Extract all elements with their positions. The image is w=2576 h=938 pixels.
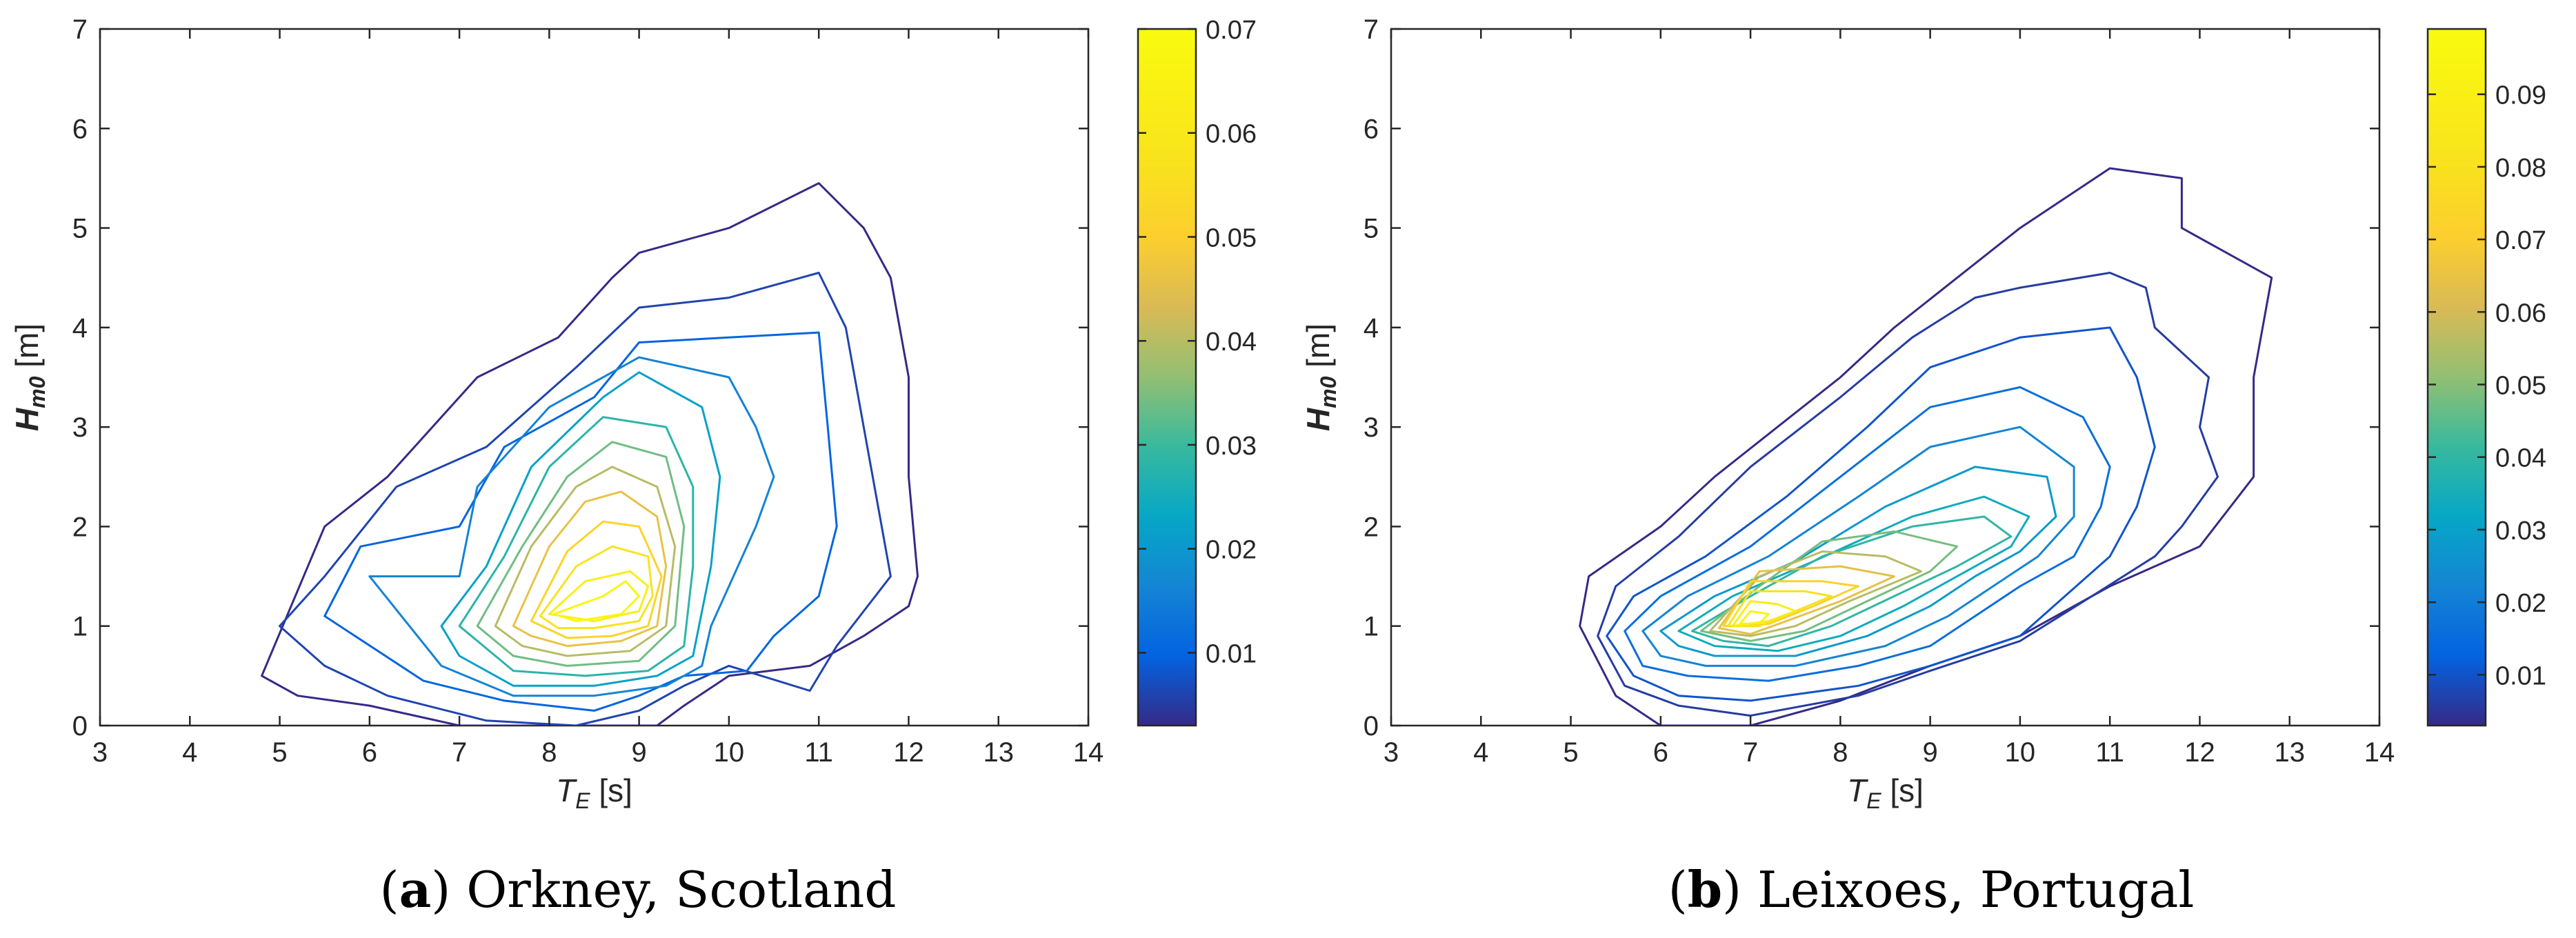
x-tick-label: 9 [632,737,647,768]
colorbar-tick-label: 0.02 [2495,589,2546,618]
y-tick-label: 4 [1364,313,1379,343]
colorbar-tick-label: 0.03 [2495,517,2546,546]
panel-caption: (a) Orkney, Scotland [379,860,896,919]
y-tick-label: 7 [1364,14,1379,45]
colorbar-tick-label: 0.07 [1206,16,1257,45]
x-tick-label: 3 [1384,737,1399,768]
colorbar-tick-label: 0.08 [2495,154,2546,183]
contour-line [1624,386,2111,682]
x-tick-label: 12 [893,737,924,768]
contour-line [539,545,654,630]
y-tick-label: 3 [1364,412,1379,443]
contour-line [476,441,686,667]
y-tick-label: 5 [72,214,88,244]
x-tick-label: 11 [2095,737,2124,768]
y-tick-label: 7 [72,14,88,45]
x-tick-label: 8 [1833,737,1848,768]
contour-line [552,580,641,622]
colorbar-tick-label: 0.04 [2495,444,2546,473]
contour-line [548,570,650,622]
contour-lines [1579,167,2273,726]
y-tick-label: 3 [72,412,88,443]
colorbar-tick-label: 0.05 [2495,372,2546,401]
x-axis-label: TE [s] [1847,772,1924,813]
contour-line [1579,167,2273,726]
x-tick-label: 12 [2184,737,2215,768]
x-tick-label: 13 [2274,737,2305,768]
y-tick-label: 6 [1364,114,1379,144]
y-tick-label: 1 [1364,612,1379,642]
contour-line [1722,580,1859,628]
x-tick-label: 7 [452,737,467,768]
contour-line [368,356,775,697]
y-tick-label: 6 [72,114,88,144]
contour-line [1597,272,2219,717]
x-tick-label: 3 [92,737,108,768]
colorbar-tick-label: 0.09 [2495,81,2546,110]
x-tick-label: 10 [2005,737,2036,768]
y-tick-label: 5 [1364,214,1379,244]
x-tick-label: 14 [1073,737,1104,768]
contour-line [440,371,721,687]
y-tick-label: 4 [72,313,88,343]
colorbar-tick-label: 0.07 [2495,226,2546,255]
x-tick-label: 7 [1743,737,1758,768]
colorbar [1137,28,1197,727]
x-tick-label: 4 [1473,737,1488,768]
x-tick-label: 6 [1653,737,1668,768]
y-tick-label: 0 [72,711,88,741]
contour-line [530,520,663,639]
y-tick-label: 2 [1364,512,1379,542]
plot-area [1390,28,2381,727]
y-tick-label: 2 [72,512,88,542]
contour-line [458,416,695,677]
colorbar-tick-label: 0.04 [1206,328,1257,357]
contour-line [1731,600,1797,628]
contour-line [1641,426,2075,667]
colorbar-tick-label: 0.01 [2495,661,2546,690]
y-axis-label: Hm0 [m] [1300,323,1341,431]
y-tick-label: 0 [1364,711,1379,741]
contour-line [1690,515,2013,648]
y-axis-label: Hm0 [m] [9,323,50,431]
contour-line [1727,590,1833,628]
contour-line [1718,565,1895,635]
x-tick-label: 13 [983,737,1014,768]
contour-line [1709,550,1923,637]
colorbar-tick-label: 0.02 [1206,536,1257,565]
colorbar [2426,28,2487,727]
plot-area [99,28,1090,727]
contour-line [279,272,892,726]
x-tick-label: 6 [362,737,377,768]
contour-line [1739,610,1770,626]
colorbar-tick-label: 0.03 [1206,432,1257,461]
colorbar-tick-label: 0.06 [2495,299,2546,328]
contour-line [261,182,919,726]
contour-lines [261,182,919,726]
x-axis-label: TE [s] [556,772,632,813]
x-tick-label: 4 [182,737,197,768]
x-tick-label: 5 [272,737,287,768]
contour-line [512,490,668,648]
x-tick-label: 14 [2364,737,2395,768]
x-tick-label: 5 [1563,737,1578,768]
colorbar-tick-label: 0.01 [1206,639,1257,668]
x-tick-label: 8 [541,737,557,768]
panel-caption: (b) Leixoes, Portugal [1668,860,2195,919]
colorbar-tick-label: 0.06 [1206,120,1257,149]
x-tick-label: 10 [714,737,745,768]
contour-line [1606,326,2156,702]
x-tick-label: 11 [804,737,833,768]
contour-line [1659,466,2057,657]
contour-line [494,466,677,657]
y-tick-label: 1 [72,612,88,642]
contour-line [323,331,838,712]
colorbar-tick-label: 0.05 [1206,223,1257,252]
x-tick-label: 9 [1923,737,1938,768]
